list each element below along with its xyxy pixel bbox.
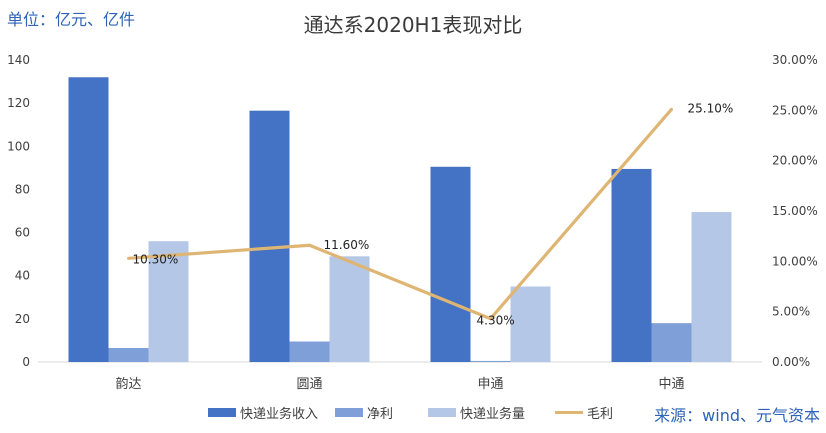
margin-data-label: 10.30% (133, 252, 179, 266)
left-axis: 0 20 40 60 80 100 120 140 (7, 53, 30, 369)
right-tick-label: 15.00% (772, 204, 818, 218)
chart-title: 通达系2020H1表现对比 (304, 13, 523, 37)
right-tick-label: 30.00% (772, 53, 818, 67)
margin-point (308, 243, 311, 247)
margin-point (670, 107, 673, 111)
legend-label: 快递业务收入 (240, 406, 318, 422)
right-tick-label: 0.00% (772, 355, 810, 369)
margin-point (489, 317, 492, 321)
margin-data-label: 4.30% (477, 314, 515, 328)
margin-data-label: 25.10% (688, 101, 734, 115)
left-tick-label: 80 (15, 182, 30, 196)
right-axis: 0.00% 5.00% 10.00% 15.00% 20.00% 25.00% 30.00% (772, 53, 818, 369)
legend-label: 净利 (367, 407, 393, 422)
category-label: 圆通 (296, 377, 322, 392)
bar-revenue (430, 166, 471, 362)
right-tick-label: 10.00% (772, 254, 818, 268)
bar-revenue (249, 110, 290, 362)
margin-point (127, 256, 130, 260)
left-tick-label: 0 (22, 355, 30, 369)
legend: 快递业务收入 净利 快递业务量 毛利 (208, 406, 613, 422)
margin-line: 10.30% 11.60% 4.30% 25.10% (127, 101, 734, 328)
bar-net_profit (651, 323, 692, 362)
right-tick-label: 25.00% (772, 103, 818, 117)
legend-label: 毛利 (587, 407, 613, 422)
bar-net_profit (108, 347, 149, 362)
right-tick-label: 20.00% (772, 154, 818, 168)
bar-volume (148, 241, 189, 362)
source-note: 来源：wind、元气资本 (654, 406, 820, 425)
category-axis: 韵达 圆通 申通 中通 (115, 377, 684, 392)
margin-line-path (128, 108, 673, 321)
right-tick-label: 5.00% (772, 305, 810, 319)
legend-label: 快递业务量 (460, 406, 525, 422)
bar-revenue (68, 77, 109, 362)
bar-volume (510, 286, 551, 362)
bars (68, 77, 732, 362)
margin-data-label: 11.60% (324, 238, 370, 252)
left-tick-label: 100 (7, 139, 30, 153)
left-tick-label: 120 (7, 96, 30, 110)
legend-swatch (208, 408, 236, 417)
legend-swatch (428, 408, 456, 417)
bar-volume (329, 256, 370, 362)
left-tick-label: 40 (15, 269, 30, 283)
left-tick-label: 140 (7, 53, 30, 67)
bar-revenue (611, 168, 652, 362)
category-label: 申通 (477, 377, 503, 392)
unit-note: 单位：亿元、亿件 (7, 10, 136, 29)
left-tick-label: 60 (15, 226, 30, 240)
legend-swatch (335, 408, 363, 417)
bar-net_profit (289, 341, 330, 362)
left-tick-label: 20 (15, 312, 30, 326)
category-label: 中通 (658, 377, 684, 392)
bar-net_profit (470, 360, 511, 362)
bar-volume (691, 212, 732, 362)
category-label: 韵达 (115, 377, 141, 392)
